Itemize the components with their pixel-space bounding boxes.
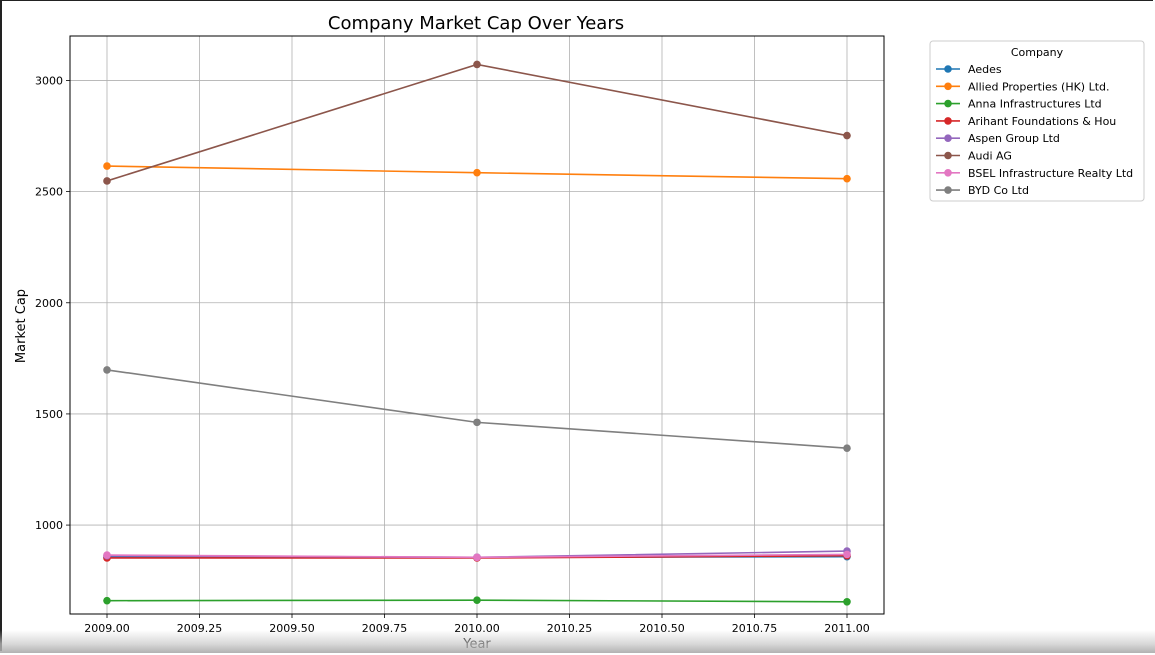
series-1 xyxy=(103,162,851,183)
x-axis: 2009.00 2009.25 2009.50 2009.75 2010.00 2010.… xyxy=(84,614,870,635)
legend-label: BYD Co Ltd xyxy=(968,184,1029,197)
y-tick-label: 1000 xyxy=(35,519,63,532)
data-point xyxy=(103,177,111,185)
x-tick-label: 2010.75 xyxy=(732,622,778,635)
legend-label: Anna Infrastructures Ltd xyxy=(968,98,1102,111)
series-5 xyxy=(103,60,851,185)
data-point xyxy=(473,60,481,69)
y-axis: 1000 1500 2000 2500 3000 xyxy=(35,74,70,532)
legend-label: Aedes xyxy=(968,63,1002,76)
legend-entry: Aspen Group Ltd xyxy=(936,132,1060,145)
x-tick-label: 2010.25 xyxy=(547,622,593,635)
legend-marker xyxy=(944,82,952,91)
x-tick-label: 2009.50 xyxy=(269,622,315,635)
y-tick-label: 2500 xyxy=(35,186,63,199)
data-point xyxy=(103,596,111,605)
legend-marker xyxy=(944,99,952,108)
y-tick-label: 2000 xyxy=(35,297,63,310)
data-point xyxy=(103,551,111,559)
x-tick-label: 2009.00 xyxy=(84,622,130,635)
series-6 xyxy=(103,550,851,562)
data-point xyxy=(473,553,481,562)
legend-marker xyxy=(944,151,952,160)
legend-items: Aedes Allied Properties (HK) Ltd. Anna Inf… xyxy=(936,63,1133,197)
data-point xyxy=(103,366,111,374)
legend-marker xyxy=(944,186,952,194)
x-tick-label: 2011.00 xyxy=(824,622,870,635)
x-tick-label: 2009.75 xyxy=(362,622,408,635)
legend-marker xyxy=(944,65,952,73)
legend-box xyxy=(929,40,1145,202)
legend-label: Arihant Foundations & Hou xyxy=(968,115,1116,128)
data-point xyxy=(843,131,851,140)
x-axis-label: Year xyxy=(462,637,491,651)
legend-marker xyxy=(944,134,952,142)
data-point xyxy=(843,444,851,452)
y-tick-label: 3000 xyxy=(35,74,63,87)
x-tick-label: 2010.00 xyxy=(454,622,500,635)
data-point xyxy=(843,597,851,606)
data-point xyxy=(843,550,851,559)
legend-entry: Audi AG xyxy=(936,150,1012,163)
legend-entry: Anna Infrastructures Ltd xyxy=(936,98,1102,111)
legend-label: Aspen Group Ltd xyxy=(968,132,1060,145)
data-point xyxy=(473,596,481,605)
y-axis-label: Market Cap xyxy=(14,289,29,363)
grid xyxy=(70,36,884,614)
legend-label: Allied Properties (HK) Ltd. xyxy=(968,80,1110,93)
data-point xyxy=(473,418,481,427)
legend-marker xyxy=(944,117,952,125)
legend-entry: BSEL Infrastructure Realty Ltd xyxy=(936,167,1133,180)
legend-marker xyxy=(944,169,952,177)
x-tick-label: 2009.25 xyxy=(177,622,223,635)
legend-entry: Allied Properties (HK) Ltd. xyxy=(936,80,1110,93)
series-7 xyxy=(103,366,851,452)
chart-title: Company Market Cap Over Years xyxy=(328,13,624,34)
series-layer xyxy=(103,60,851,606)
series-2 xyxy=(103,596,851,606)
legend-label: BSEL Infrastructure Realty Ltd xyxy=(968,167,1133,180)
data-point xyxy=(103,162,111,170)
legend-title: Company xyxy=(1011,46,1064,59)
data-point xyxy=(843,174,851,183)
legend-entry: BYD Co Ltd xyxy=(936,184,1029,197)
y-tick-label: 1500 xyxy=(35,408,63,421)
legend-entry: Aedes xyxy=(936,63,1002,76)
legend: Company Aedes Allied Properties (HK) Ltd.… xyxy=(929,40,1145,202)
data-point xyxy=(473,168,481,177)
legend-label: Audi AG xyxy=(968,150,1012,163)
x-tick-label: 2010.50 xyxy=(639,622,685,635)
legend-entry: Arihant Foundations & Hou xyxy=(936,115,1116,128)
